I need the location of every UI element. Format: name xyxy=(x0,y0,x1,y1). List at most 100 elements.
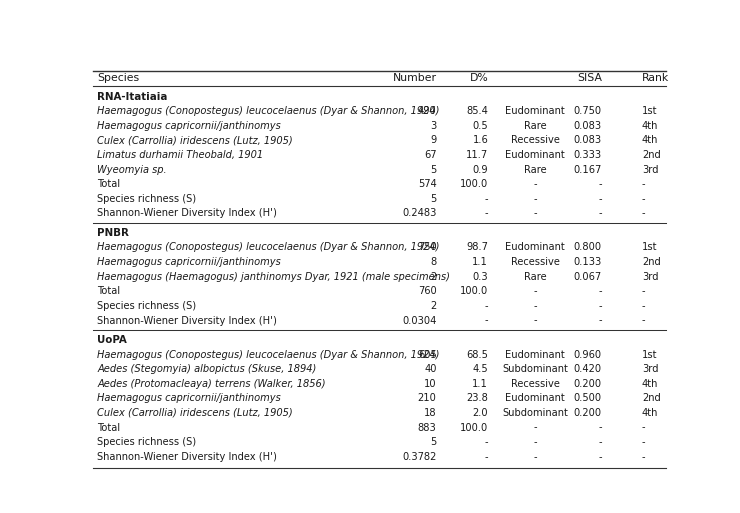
Text: D%: D% xyxy=(469,73,488,83)
Text: Eudominant: Eudominant xyxy=(505,393,565,403)
Text: -: - xyxy=(642,286,645,297)
Text: -: - xyxy=(534,208,537,219)
Text: Recessive: Recessive xyxy=(511,379,559,389)
Text: 3rd: 3rd xyxy=(642,272,659,282)
Text: -: - xyxy=(485,301,488,311)
Text: -: - xyxy=(485,194,488,204)
Text: PNBR: PNBR xyxy=(97,228,129,238)
Text: Total: Total xyxy=(97,286,120,297)
Text: 67: 67 xyxy=(424,150,437,160)
Text: -: - xyxy=(485,437,488,447)
Text: -: - xyxy=(642,452,645,462)
Text: 4th: 4th xyxy=(642,121,659,131)
Text: 0.3782: 0.3782 xyxy=(403,452,437,462)
Text: -: - xyxy=(598,179,602,189)
Text: Number: Number xyxy=(393,73,437,83)
Text: -: - xyxy=(534,437,537,447)
Text: Rare: Rare xyxy=(524,272,547,282)
Text: 1st: 1st xyxy=(642,349,657,360)
Text: 10: 10 xyxy=(424,379,437,389)
Text: 1st: 1st xyxy=(642,106,657,116)
Text: 0.800: 0.800 xyxy=(574,243,602,252)
Text: 8: 8 xyxy=(431,257,437,267)
Text: Limatus durhamii Theobald, 1901: Limatus durhamii Theobald, 1901 xyxy=(97,150,263,160)
Text: -: - xyxy=(598,208,602,219)
Text: Haemagogus capricornii/janthinomys: Haemagogus capricornii/janthinomys xyxy=(97,121,281,131)
Text: 2.0: 2.0 xyxy=(473,408,488,418)
Text: Rare: Rare xyxy=(524,121,547,131)
Text: Haemagogus (Haemagogus) janthinomys Dyar, 1921 (male specimens): Haemagogus (Haemagogus) janthinomys Dyar… xyxy=(97,272,450,282)
Text: UoPA: UoPA xyxy=(97,335,127,345)
Text: -: - xyxy=(485,208,488,219)
Text: 5: 5 xyxy=(431,165,437,174)
Text: 3rd: 3rd xyxy=(642,165,659,174)
Text: Shannon-Wiener Diversity Index (H'): Shannon-Wiener Diversity Index (H') xyxy=(97,315,277,326)
Text: Total: Total xyxy=(97,423,120,432)
Text: 4th: 4th xyxy=(642,408,659,418)
Text: 1.1: 1.1 xyxy=(472,379,488,389)
Text: -: - xyxy=(485,315,488,326)
Text: 2: 2 xyxy=(431,301,437,311)
Text: Rare: Rare xyxy=(524,165,547,174)
Text: SISA: SISA xyxy=(576,73,602,83)
Text: -: - xyxy=(534,315,537,326)
Text: Aedes (Stegomyia) albopictus (Skuse, 1894): Aedes (Stegomyia) albopictus (Skuse, 189… xyxy=(97,364,317,374)
Text: Haemagogus (Conopostegus) leucocelaenus (Dyar & Shannon, 1924): Haemagogus (Conopostegus) leucocelaenus … xyxy=(97,349,440,360)
Text: 100.0: 100.0 xyxy=(460,423,488,432)
Text: Haemagogus (Conopostegus) leucocelaenus (Dyar & Shannon, 1924): Haemagogus (Conopostegus) leucocelaenus … xyxy=(97,243,440,252)
Text: 9: 9 xyxy=(431,135,437,145)
Text: 0.333: 0.333 xyxy=(574,150,602,160)
Text: 605: 605 xyxy=(418,349,437,360)
Text: Shannon-Wiener Diversity Index (H'): Shannon-Wiener Diversity Index (H') xyxy=(97,208,277,219)
Text: 0.200: 0.200 xyxy=(574,408,602,418)
Text: Wyeomyia sp.: Wyeomyia sp. xyxy=(97,165,166,174)
Text: 760: 760 xyxy=(418,286,437,297)
Text: 0.167: 0.167 xyxy=(574,165,602,174)
Text: 0.133: 0.133 xyxy=(574,257,602,267)
Text: -: - xyxy=(642,179,645,189)
Text: Shannon-Wiener Diversity Index (H'): Shannon-Wiener Diversity Index (H') xyxy=(97,452,277,462)
Text: 0.750: 0.750 xyxy=(574,106,602,116)
Text: 2: 2 xyxy=(431,272,437,282)
Text: Species: Species xyxy=(97,73,139,83)
Text: 100.0: 100.0 xyxy=(460,286,488,297)
Text: 2nd: 2nd xyxy=(642,150,661,160)
Text: 4.5: 4.5 xyxy=(473,364,488,374)
Text: Rank: Rank xyxy=(642,73,669,83)
Text: 2nd: 2nd xyxy=(642,257,661,267)
Text: Culex (Carrollia) iridescens (Lutz, 1905): Culex (Carrollia) iridescens (Lutz, 1905… xyxy=(97,135,293,145)
Text: Recessive: Recessive xyxy=(511,257,559,267)
Text: -: - xyxy=(534,452,537,462)
Text: 0.2483: 0.2483 xyxy=(403,208,437,219)
Text: -: - xyxy=(598,437,602,447)
Text: -: - xyxy=(642,315,645,326)
Text: -: - xyxy=(534,423,537,432)
Text: Species richness (S): Species richness (S) xyxy=(97,194,196,204)
Text: 5: 5 xyxy=(431,194,437,204)
Text: 750: 750 xyxy=(418,243,437,252)
Text: 0.500: 0.500 xyxy=(574,393,602,403)
Text: -: - xyxy=(598,452,602,462)
Text: Eudominant: Eudominant xyxy=(505,150,565,160)
Text: Species richness (S): Species richness (S) xyxy=(97,437,196,447)
Text: 98.7: 98.7 xyxy=(466,243,488,252)
Text: 0.067: 0.067 xyxy=(574,272,602,282)
Text: 4th: 4th xyxy=(642,379,659,389)
Text: 11.7: 11.7 xyxy=(466,150,488,160)
Text: Eudominant: Eudominant xyxy=(505,243,565,252)
Text: Recessive: Recessive xyxy=(511,135,559,145)
Text: -: - xyxy=(642,437,645,447)
Text: 1.6: 1.6 xyxy=(472,135,488,145)
Text: -: - xyxy=(642,194,645,204)
Text: -: - xyxy=(642,208,645,219)
Text: 0.083: 0.083 xyxy=(574,121,602,131)
Text: 40: 40 xyxy=(424,364,437,374)
Text: Haemagogus capricornii/janthinomys: Haemagogus capricornii/janthinomys xyxy=(97,257,281,267)
Text: 18: 18 xyxy=(424,408,437,418)
Text: 85.4: 85.4 xyxy=(466,106,488,116)
Text: RNA-Itatiaia: RNA-Itatiaia xyxy=(97,92,167,102)
Text: 1st: 1st xyxy=(642,243,657,252)
Text: -: - xyxy=(534,194,537,204)
Text: Eudominant: Eudominant xyxy=(505,106,565,116)
Text: Haemagogus (Conopostegus) leucocelaenus (Dyar & Shannon, 1924): Haemagogus (Conopostegus) leucocelaenus … xyxy=(97,106,440,116)
